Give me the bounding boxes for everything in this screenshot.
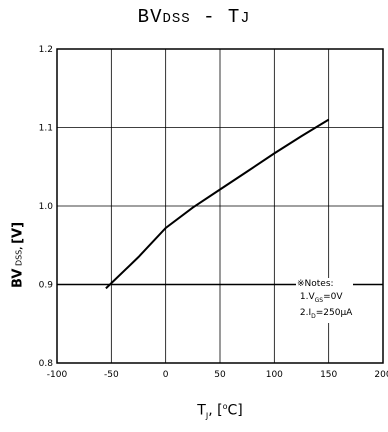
- y-tick-label: 1.0: [39, 202, 54, 212]
- notes-heading: ※Notes:: [297, 279, 334, 289]
- notes-box: ※Notes: 1.VGS=0V 2.ID=250µA: [296, 278, 354, 323]
- y-tick-label: 0.9: [39, 281, 54, 291]
- chart-title: BVDSS - TJ: [137, 6, 251, 28]
- y-tick-label: 1.1: [39, 124, 53, 134]
- y-tick-label: 1.2: [39, 45, 53, 55]
- x-tick-label: -50: [104, 370, 119, 380]
- series-layer: [105, 118, 330, 290]
- x-tick-label: 100: [266, 370, 283, 380]
- x-tick-label: 50: [214, 370, 226, 380]
- notes-line-2: 2.ID=250µA: [297, 307, 353, 320]
- y-axis-label: BV DSS, [V]: [10, 221, 26, 289]
- plot-frame: [56, 48, 384, 364]
- series-line: [105, 118, 330, 290]
- x-tick-label: 150: [320, 370, 337, 380]
- x-axis-label: TJ, [oC]: [197, 402, 243, 421]
- y-tick-label: 0.8: [39, 359, 54, 369]
- tick-labels: -100 -50 0 50 100 150 200 0.8 0.9 1.0 1.1 1.2: [39, 45, 388, 380]
- x-tick-label: 0: [163, 370, 169, 380]
- x-tick-label: -100: [47, 370, 68, 380]
- notes-line-1: 1.VGS=0V: [297, 292, 343, 304]
- x-tick-label: 200: [374, 370, 388, 380]
